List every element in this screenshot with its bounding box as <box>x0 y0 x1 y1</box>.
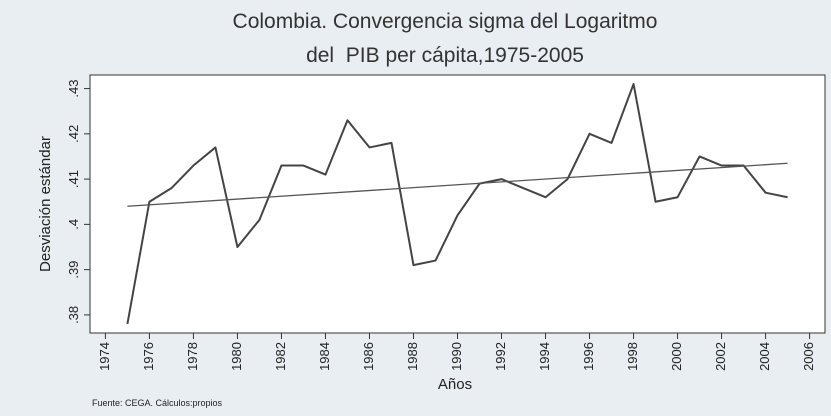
chart-title: del PIB per cápita,1975-2005 <box>306 44 584 67</box>
y-tick-label: .39 <box>66 261 81 279</box>
x-tick-label: 2000 <box>669 342 684 371</box>
x-tick-label: 1976 <box>141 342 156 371</box>
x-tick-label: 1980 <box>229 342 244 371</box>
x-tick-label: 1990 <box>449 342 464 371</box>
x-tick-label: 2004 <box>757 342 772 371</box>
x-tick-label: 1986 <box>361 342 376 371</box>
trend-line <box>127 162 788 207</box>
x-tick-label: 2006 <box>801 342 816 371</box>
y-tick-label: .4 <box>66 219 81 230</box>
x-tick-label: 1988 <box>405 342 420 371</box>
x-tick-label: 1996 <box>581 342 596 371</box>
y-axis-title: Desviación estándar <box>37 136 54 272</box>
x-tick-label: 1992 <box>493 342 508 371</box>
x-tick-label: 1994 <box>537 342 552 371</box>
x-tick-label: 1998 <box>625 342 640 371</box>
data-line <box>126 83 788 325</box>
chart-title: Colombia. Convergencia sigma del Logarit… <box>233 10 658 33</box>
y-tick-label: .38 <box>66 306 81 324</box>
source-note: Fuente: CEGA. Cálculos:propios <box>92 398 223 408</box>
y-tick-label: .42 <box>66 125 81 143</box>
x-tick-label: 1982 <box>273 342 288 371</box>
y-tick-label: .43 <box>66 80 81 98</box>
y-tick-label: .41 <box>66 170 81 188</box>
x-tick-label: 1974 <box>97 342 112 371</box>
plot-area <box>89 74 826 334</box>
x-tick-label: 1978 <box>185 342 200 371</box>
x-tick-label: 2002 <box>713 342 728 371</box>
x-tick-label: 1984 <box>317 342 332 371</box>
x-axis-title: Años <box>438 376 472 393</box>
